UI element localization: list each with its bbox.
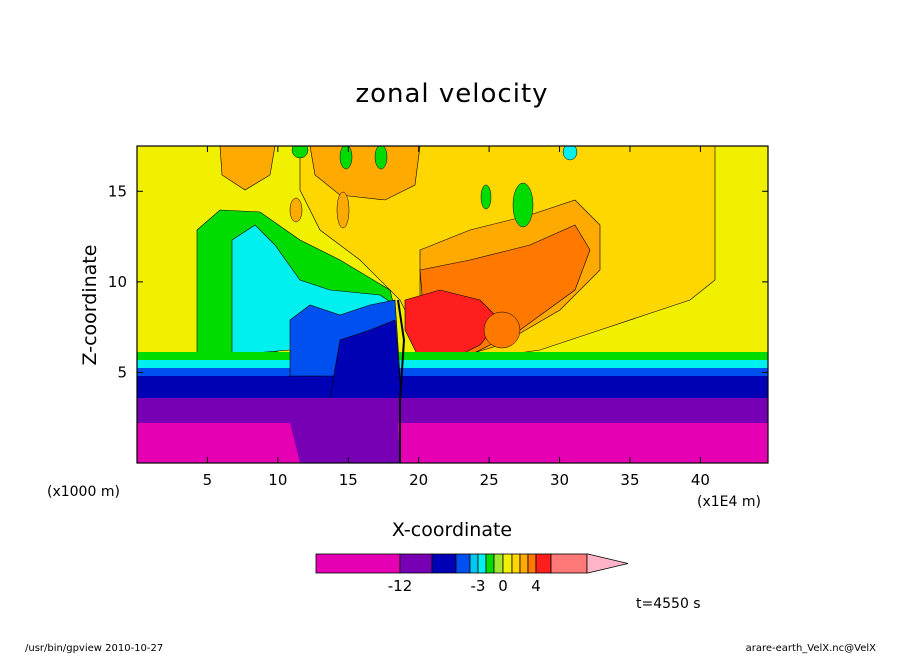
y-unit-label: (x1000 m) (47, 484, 120, 500)
wave-cell (512, 182, 534, 228)
colorbar-swatch (399, 553, 433, 574)
colorbar-swatch (493, 553, 504, 574)
field-topleft-orange (219, 146, 276, 191)
y-axis-label: Z-coordinate (79, 245, 101, 366)
colorbar-tick-label: 0 (498, 577, 508, 595)
colorbar-swatch (550, 553, 588, 574)
field-purple-left-bottom (290, 423, 400, 463)
field-band-navy (137, 376, 768, 398)
y-axis-ticks: 5 10 15 (108, 182, 768, 381)
y-tick-label: 10 (108, 273, 127, 291)
colorbar-swatch (477, 553, 487, 574)
colorbar-tick-label: 4 (531, 577, 541, 595)
field-red-core (404, 289, 501, 361)
colorbar-ticks: -12 -3 0 4 (388, 577, 541, 595)
wave-cell (336, 191, 350, 229)
colorbar-tick-label: -12 (388, 577, 413, 595)
colorbar-swatch (485, 553, 495, 574)
x-axis-label: X-coordinate (392, 519, 512, 541)
colorbar-swatch (431, 553, 457, 574)
y-tick-label: 5 (117, 363, 127, 381)
x-axis-ticks: 5 10 15 20 25 30 35 40 (203, 146, 710, 489)
time-label: t=4550 s (636, 596, 701, 612)
field-band-green (137, 352, 768, 360)
x-unit-label: (x1E4 m) (697, 494, 761, 510)
colorbar-swatch (511, 553, 521, 574)
x-tick-label: 35 (620, 471, 639, 489)
wave-cell (480, 184, 492, 210)
field-purple-layer (137, 398, 768, 423)
chart-title: zonal velocity (355, 79, 548, 109)
y-tick-label: 15 (108, 182, 127, 200)
colorbar (315, 553, 629, 574)
x-tick-label: 10 (268, 471, 287, 489)
field-top-orange2 (309, 146, 421, 201)
x-tick-label: 15 (339, 471, 358, 489)
footer-left: /usr/bin/gpview 2010-10-27 (25, 643, 163, 654)
x-tick-label: 5 (203, 471, 213, 489)
colorbar-swatch (502, 553, 513, 574)
colorbar-swatch (586, 553, 629, 574)
front-line (397, 299, 406, 463)
x-tick-label: 25 (480, 471, 499, 489)
x-tick-label: 40 (691, 471, 710, 489)
colorbar-swatch (535, 553, 552, 574)
footer-right: arare-earth_VelX.nc@VelX (746, 643, 877, 654)
colorbar-swatch (527, 553, 537, 574)
wave-cell (289, 197, 303, 223)
field-magenta-layer (137, 423, 768, 463)
x-tick-label: 20 (409, 471, 428, 489)
colorbar-swatch (519, 553, 529, 574)
plot-frame (136, 145, 769, 464)
colorbar-tick-label: -3 (471, 577, 486, 595)
colorbar-swatch (315, 553, 401, 574)
wave-cell (483, 311, 521, 349)
wave-cell (374, 146, 388, 170)
wave-cell (562, 146, 578, 161)
wave-cell (339, 146, 353, 170)
field-band-cyan (137, 360, 768, 368)
colorbar-swatch (455, 553, 471, 574)
velocity-field (137, 146, 768, 463)
colorbar-swatch (469, 553, 479, 574)
x-tick-label: 30 (550, 471, 569, 489)
wave-cell (291, 146, 309, 159)
field-band-blue (137, 368, 768, 376)
